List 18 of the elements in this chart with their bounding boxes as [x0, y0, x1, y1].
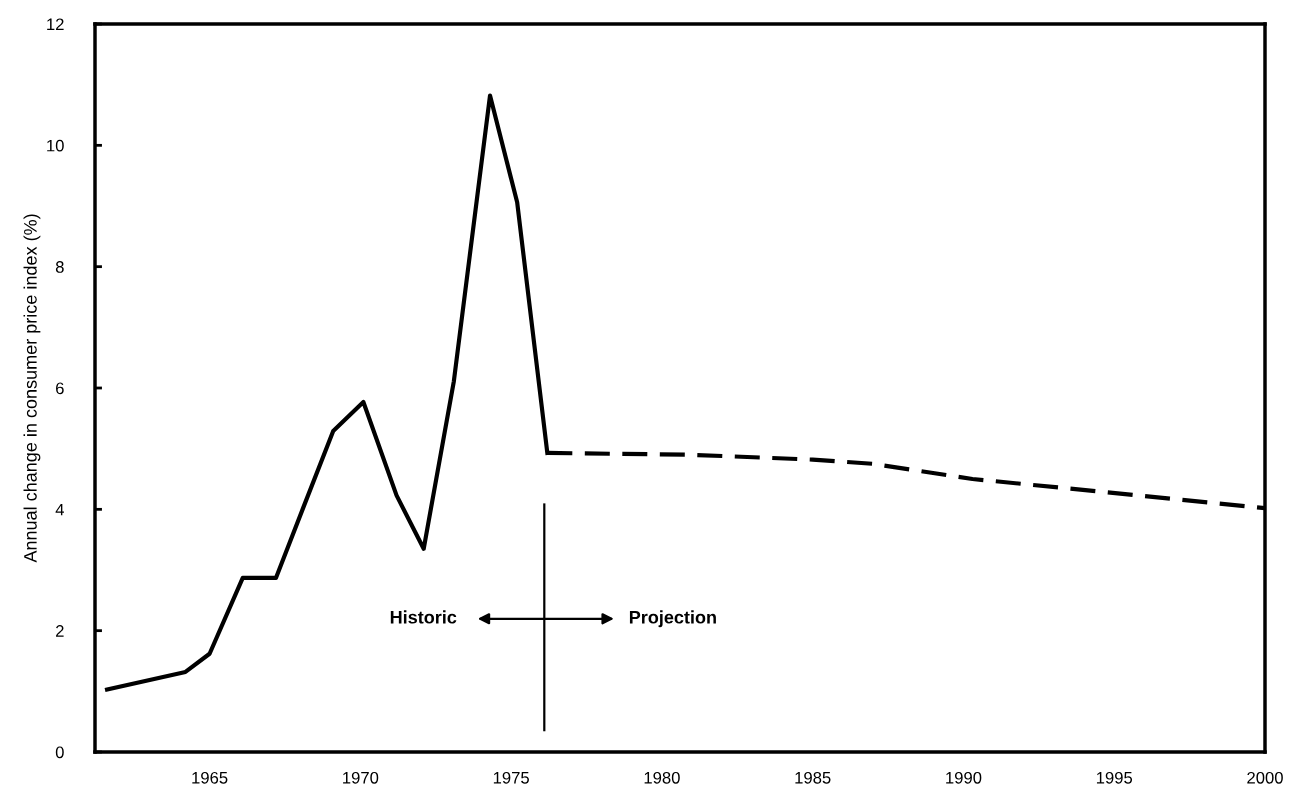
x-tick-label: 2000	[1247, 771, 1283, 784]
x-tick-label: 1995	[1096, 771, 1133, 784]
x-tick-label: 1990	[946, 771, 982, 784]
y-tick-label: 10	[47, 139, 64, 152]
x-tick-label: 1980	[644, 771, 680, 784]
y-axis-title: Annual change in consumer price index (%)	[23, 214, 41, 563]
y-tick-label: 4	[55, 503, 64, 516]
x-tick-label: 1965	[192, 771, 228, 784]
annotation: Projection	[629, 610, 716, 628]
y-tick-label: 8	[55, 261, 64, 273]
x-tick-label: 1975	[493, 771, 529, 784]
y-tick-label: 2	[56, 625, 64, 637]
annotation: Historic	[390, 610, 457, 624]
x-tick-label: 1970	[343, 771, 379, 784]
x-tick-label: 1985	[795, 771, 831, 784]
y-tick-label: 0	[55, 746, 64, 759]
y-tick-label: 6	[56, 382, 64, 395]
y-tick-label: 12	[47, 18, 64, 31]
